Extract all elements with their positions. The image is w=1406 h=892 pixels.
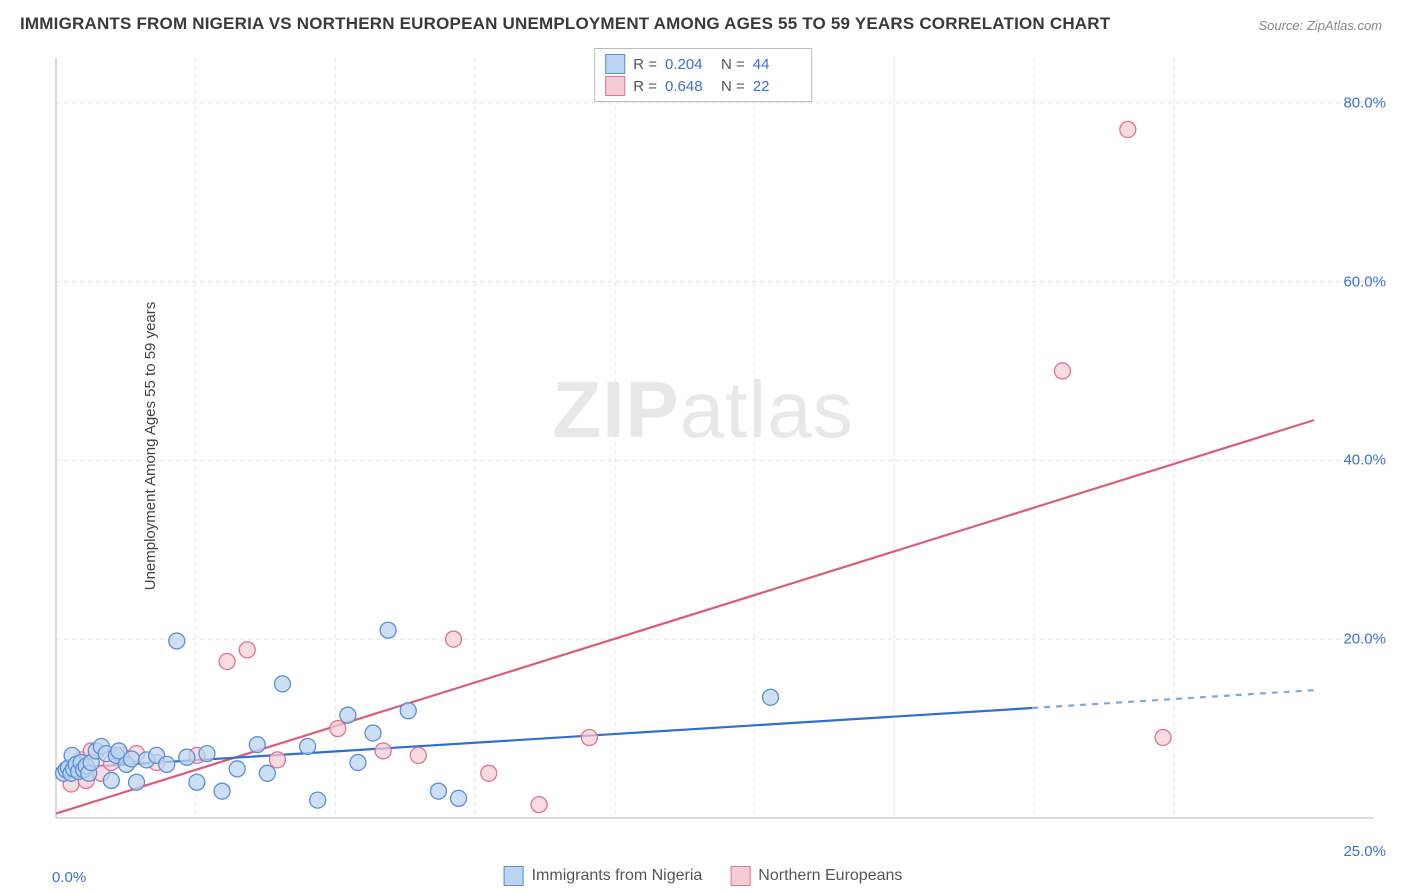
swatch-series-b (605, 76, 625, 96)
swatch-series-b (730, 866, 750, 886)
legend-row-series-a: R = 0.204 N = 44 (605, 53, 801, 75)
series-legend: Immigrants from Nigeria Northern Europea… (504, 866, 903, 886)
R-value-a: 0.204 (665, 56, 713, 73)
R-value-b: 0.648 (665, 78, 713, 95)
legend-label-a: Immigrants from Nigeria (532, 867, 703, 885)
legend-item-b: Northern Europeans (730, 866, 902, 886)
correlation-legend: R = 0.204 N = 44 R = 0.648 N = 22 (594, 48, 812, 102)
legend-row-series-b: R = 0.648 N = 22 (605, 75, 801, 97)
R-label: R = (633, 78, 657, 95)
N-label: N = (721, 56, 745, 73)
swatch-series-a (504, 866, 524, 886)
chart-title: IMMIGRANTS FROM NIGERIA VS NORTHERN EURO… (20, 14, 1110, 34)
N-value-b: 22 (753, 78, 801, 95)
plot-area (46, 48, 1386, 848)
legend-item-a: Immigrants from Nigeria (504, 866, 703, 886)
scatter-chart-svg (46, 48, 1386, 848)
y-tick-label: 40.0% (1343, 452, 1386, 469)
y-tick-label: 60.0% (1343, 273, 1386, 290)
x-tick-min: 0.0% (52, 869, 86, 886)
x-tick-max: 25.0% (1343, 843, 1386, 860)
N-label: N = (721, 78, 745, 95)
source-attribution: Source: ZipAtlas.com (1258, 18, 1382, 33)
legend-label-b: Northern Europeans (758, 867, 902, 885)
N-value-a: 44 (753, 56, 801, 73)
y-tick-label: 80.0% (1343, 94, 1386, 111)
y-tick-label: 20.0% (1343, 631, 1386, 648)
swatch-series-a (605, 54, 625, 74)
R-label: R = (633, 56, 657, 73)
